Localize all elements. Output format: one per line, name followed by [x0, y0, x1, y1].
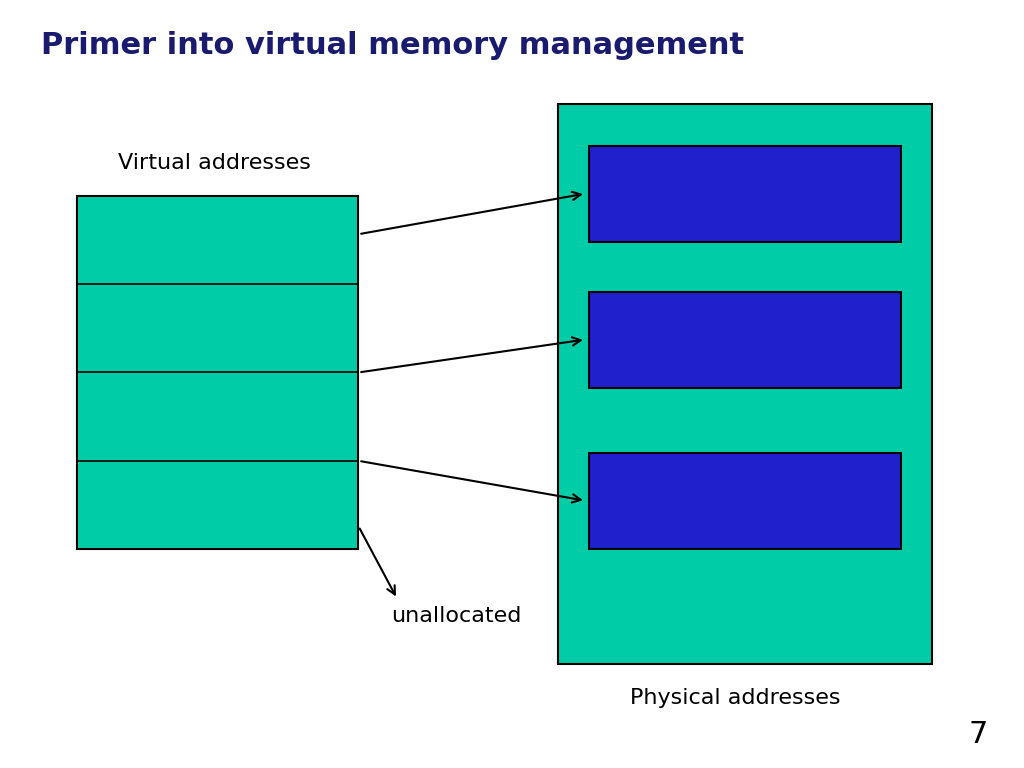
Bar — [589, 146, 901, 242]
Text: Virtual addresses: Virtual addresses — [118, 153, 310, 173]
Bar — [77, 196, 358, 549]
Text: Physical addresses: Physical addresses — [630, 688, 841, 708]
Text: unallocated: unallocated — [391, 606, 521, 626]
Bar — [558, 104, 932, 664]
Bar — [589, 292, 901, 388]
Text: Primer into virtual memory management: Primer into virtual memory management — [41, 31, 744, 60]
Bar — [589, 453, 901, 549]
Text: 7: 7 — [969, 720, 988, 749]
